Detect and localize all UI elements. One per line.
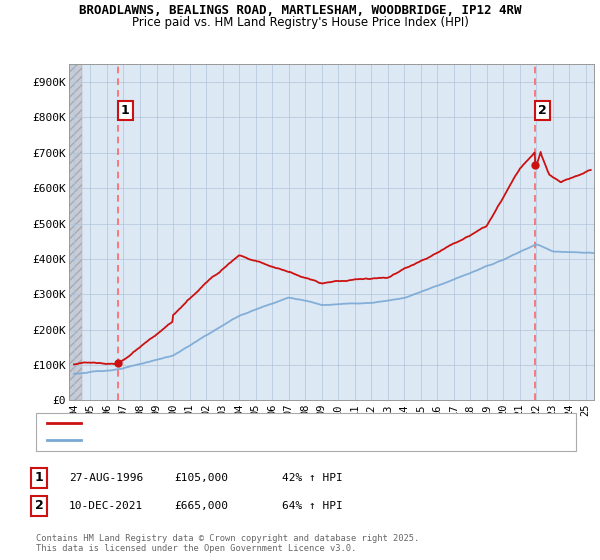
Text: BROADLAWNS, BEALINGS ROAD, MARTLESHAM, WOODBRIDGE, IP12 4RW: BROADLAWNS, BEALINGS ROAD, MARTLESHAM, W… [79, 4, 521, 17]
Text: 42% ↑ HPI: 42% ↑ HPI [282, 473, 343, 483]
Text: HPI: Average price, detached house, East Suffolk: HPI: Average price, detached house, East… [86, 435, 374, 445]
Text: BROADLAWNS, BEALINGS ROAD, MARTLESHAM, WOODBRIDGE, IP12 4RW (detached house): BROADLAWNS, BEALINGS ROAD, MARTLESHAM, W… [86, 418, 542, 428]
Text: Price paid vs. HM Land Registry's House Price Index (HPI): Price paid vs. HM Land Registry's House … [131, 16, 469, 29]
Text: £105,000: £105,000 [174, 473, 228, 483]
Text: 1: 1 [121, 104, 130, 117]
Text: 2: 2 [35, 499, 43, 512]
Text: 10-DEC-2021: 10-DEC-2021 [69, 501, 143, 511]
Text: 1: 1 [35, 471, 43, 484]
Text: 27-AUG-1996: 27-AUG-1996 [69, 473, 143, 483]
Text: £665,000: £665,000 [174, 501, 228, 511]
Text: Contains HM Land Registry data © Crown copyright and database right 2025.
This d: Contains HM Land Registry data © Crown c… [36, 534, 419, 553]
Text: 2: 2 [538, 104, 547, 117]
Text: 64% ↑ HPI: 64% ↑ HPI [282, 501, 343, 511]
